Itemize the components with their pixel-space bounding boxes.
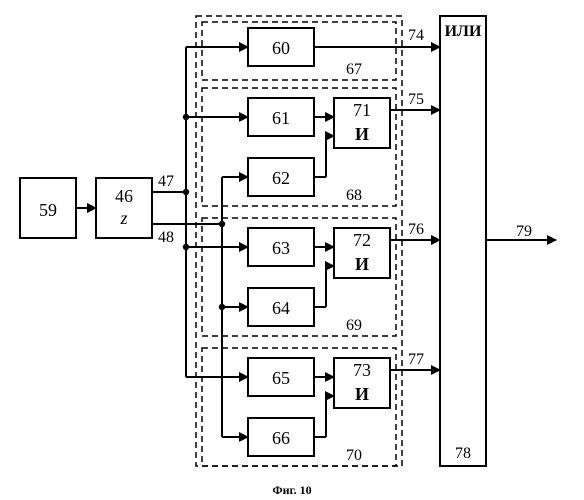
node-2 xyxy=(183,244,189,250)
box-b72-sub: И xyxy=(355,254,369,274)
label-l47: 47 xyxy=(158,173,174,190)
dashed-g1 xyxy=(202,22,396,80)
label-l69: 69 xyxy=(346,317,362,334)
box-b46-sub: z xyxy=(119,208,127,228)
box-b73-sub: И xyxy=(355,384,369,404)
label-l77: 77 xyxy=(408,351,424,368)
node-3 xyxy=(219,221,225,227)
box-or xyxy=(440,16,486,466)
box-b60-label: 60 xyxy=(272,38,290,58)
label-l70: 70 xyxy=(346,447,362,464)
label-l74: 74 xyxy=(408,27,424,44)
node-0 xyxy=(183,114,189,120)
arrow-17 xyxy=(326,266,334,307)
label-l76: 76 xyxy=(408,221,424,238)
label-l78: 78 xyxy=(455,445,471,462)
label-l68: 68 xyxy=(346,187,362,204)
arrow-18 xyxy=(326,396,334,437)
box-b59-label: 59 xyxy=(39,200,57,220)
label-l79: 79 xyxy=(516,223,532,240)
box-b63-label: 63 xyxy=(272,238,290,258)
label-l67: 67 xyxy=(346,61,362,78)
box-b71-sub: И xyxy=(355,124,369,144)
box-b73-num: 73 xyxy=(353,360,371,380)
dashed-outer xyxy=(196,16,402,466)
box-or-label: ИЛИ xyxy=(445,23,482,40)
node-1 xyxy=(183,189,189,195)
node-4 xyxy=(219,304,225,310)
box-b71-num: 71 xyxy=(353,100,371,120)
box-b46-num: 46 xyxy=(115,186,133,206)
box-b66-label: 66 xyxy=(272,428,290,448)
label-l75: 75 xyxy=(408,91,424,108)
label-l48: 48 xyxy=(158,229,174,246)
box-b72-num: 72 xyxy=(353,230,371,250)
box-b64-label: 64 xyxy=(272,298,290,318)
box-b65-label: 65 xyxy=(272,368,290,388)
wire-4 xyxy=(186,177,222,224)
figure-caption: Фиг. 10 xyxy=(272,483,311,497)
arrow-16 xyxy=(326,136,334,177)
box-b61-label: 61 xyxy=(272,108,290,128)
box-b62-label: 62 xyxy=(272,168,290,188)
